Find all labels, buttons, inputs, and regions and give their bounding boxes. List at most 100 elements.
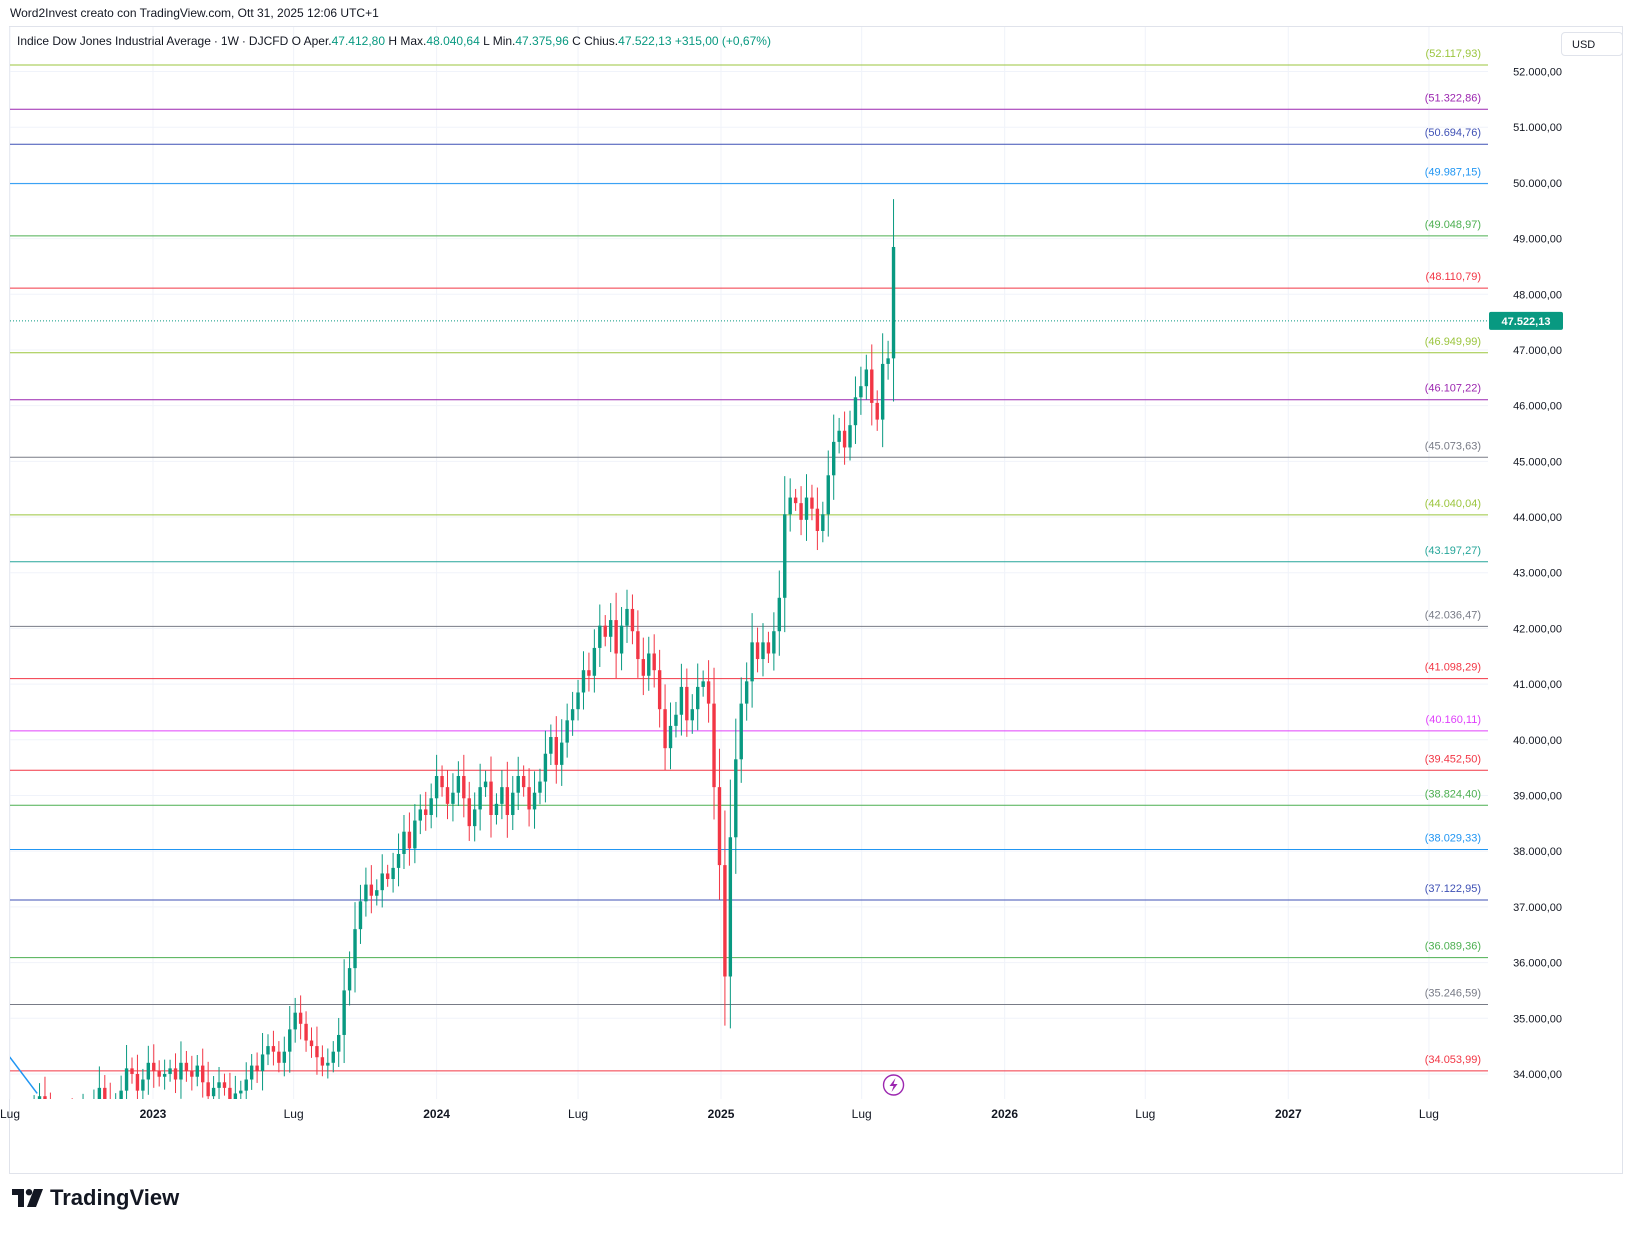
candle-body: [494, 803, 499, 815]
y-tick-label: 49.000,00: [1513, 234, 1562, 246]
candle-body: [424, 809, 428, 815]
x-tick-label: Lug: [1135, 1107, 1155, 1121]
candle-body: [538, 781, 542, 793]
level-label: (49.987,15): [1425, 167, 1481, 179]
candle-body: [451, 792, 455, 804]
candle-body: [70, 1116, 73, 1122]
candle-body: [739, 703, 743, 760]
y-tick-label: 41.000,00: [1513, 679, 1562, 691]
candles-group: [1, 199, 896, 1127]
x-tick-label: 2024: [423, 1107, 450, 1121]
level-label: (37.122,95): [1425, 883, 1481, 895]
alert-icon[interactable]: [882, 1074, 905, 1096]
candle-body: [32, 1102, 35, 1103]
x-tick-label: 2023: [140, 1107, 167, 1121]
candle-body: [418, 809, 422, 821]
level-label: (48.110,79): [1426, 271, 1481, 283]
candle-body: [233, 1093, 238, 1099]
candle-body: [674, 714, 678, 726]
candle-body: [853, 397, 858, 426]
level-label: (41.098,29): [1425, 662, 1481, 674]
candle-body: [859, 386, 863, 398]
x-tick-label: Lug: [0, 1107, 20, 1121]
level-label: (39.452,50): [1425, 753, 1481, 765]
candle-body: [467, 798, 471, 827]
candle-body: [772, 631, 776, 654]
x-tick-label: Lug: [852, 1107, 872, 1121]
legend-c: C: [572, 34, 581, 48]
candle-body: [456, 776, 461, 793]
legend-low: 47.375,96: [515, 34, 569, 48]
chart-caption: Word2Invest creato con TradingView.com, …: [10, 6, 379, 20]
y-tick-label: 36.000,00: [1513, 958, 1562, 970]
candle-body: [49, 1107, 52, 1124]
candle-body: [799, 503, 803, 520]
level-label: (34.053,99): [1425, 1054, 1481, 1066]
candle-body: [103, 1087, 107, 1099]
candle-body: [206, 1082, 210, 1097]
candle-body: [685, 686, 689, 721]
level-label: (46.949,99): [1425, 336, 1481, 348]
candle-body: [875, 402, 879, 420]
legend-o: O: [291, 34, 301, 48]
candle-body: [636, 631, 640, 660]
candle-body: [65, 1116, 68, 1127]
candle-body: [777, 597, 782, 632]
currency-selector[interactable]: USD: [1561, 32, 1623, 56]
level-label: (42.036,47): [1425, 609, 1481, 621]
x-tick-label: 2026: [991, 1107, 1018, 1121]
candle-body: [222, 1082, 227, 1088]
candle-body: [701, 681, 705, 687]
candle-body: [543, 753, 548, 782]
candle-body: [641, 659, 646, 676]
candle-body: [804, 497, 809, 520]
candle-body: [358, 901, 363, 930]
candle-body: [385, 873, 390, 880]
level-label: (52.117,93): [1426, 48, 1481, 60]
candle-body: [37, 1096, 42, 1099]
candle-body: [821, 514, 825, 531]
candle-body: [734, 759, 738, 838]
candle-body: [315, 1046, 319, 1058]
candle-body: [119, 1090, 123, 1099]
candle-body: [576, 692, 580, 710]
candle-body: [304, 1023, 308, 1041]
candle-body: [244, 1079, 248, 1091]
candle-body: [146, 1062, 151, 1080]
candle-body: [706, 681, 711, 704]
candle-body: [848, 425, 852, 448]
candle-body: [647, 653, 651, 676]
legend-open: 47.412,80: [331, 34, 386, 48]
candle-body: [696, 686, 700, 710]
y-tick-label: 45.000,00: [1513, 456, 1562, 468]
legend-high: 48.040,64: [426, 34, 480, 48]
candle-body: [195, 1065, 199, 1077]
candle-body: [375, 890, 379, 896]
currency-label: USD: [1572, 39, 1596, 51]
candle-body: [288, 1029, 292, 1052]
candle-body: [608, 620, 613, 637]
legend-interval[interactable]: 1W: [220, 34, 239, 48]
candle-body: [619, 625, 624, 654]
candle-body: [124, 1068, 129, 1091]
candle-body: [891, 246, 896, 359]
candle-body: [130, 1068, 134, 1074]
candle-body: [766, 642, 771, 654]
tradingview-logo-text: TradingView: [50, 1185, 180, 1210]
candle-body: [309, 1040, 314, 1047]
candle-body: [783, 514, 787, 598]
candle-body: [603, 625, 607, 637]
legend-close-label: Chius.: [584, 34, 619, 48]
alert-bolt-icon: [889, 1078, 898, 1092]
candle-body: [587, 670, 591, 676]
trend-line[interactable]: [1, 1046, 38, 1094]
candle-body: [690, 709, 694, 721]
candle-body: [500, 787, 504, 804]
candle-body: [429, 798, 433, 815]
candle-body: [630, 608, 635, 632]
candle-body: [755, 642, 760, 660]
candle-body: [598, 625, 602, 648]
candle-body: [549, 737, 553, 754]
level-label: (36.089,36): [1425, 941, 1481, 953]
